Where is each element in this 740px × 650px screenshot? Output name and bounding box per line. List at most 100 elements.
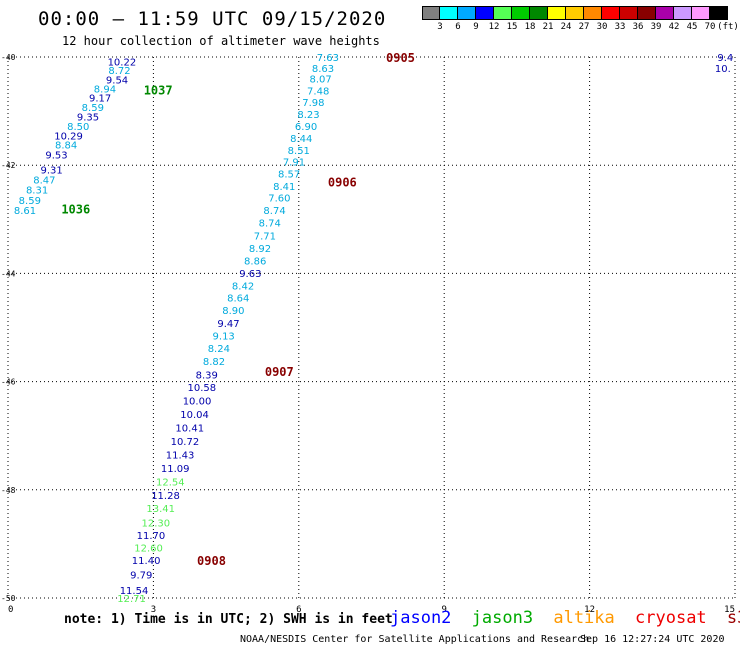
- wave-height-value: 9.63: [239, 269, 261, 280]
- legend-jason2: jason2: [390, 608, 452, 628]
- x-tick-label: 6: [296, 605, 301, 615]
- wave-height-value: 9.54: [106, 76, 128, 87]
- colorbar-swatch: [584, 6, 602, 20]
- wave-height-value: 8.51: [288, 146, 310, 157]
- colorbar-label: 6: [455, 22, 461, 32]
- colorbar-swatch: [620, 6, 638, 20]
- x-tick-label: 12: [584, 605, 595, 615]
- x-tick-label: 3: [151, 605, 156, 615]
- chart-subtitle: 12 hour collection of altimeter wave hei…: [62, 34, 380, 48]
- wave-height-value: 8.59: [19, 196, 41, 207]
- wave-height-value: 8.94: [94, 84, 116, 95]
- pass-time-label: 0906: [328, 175, 357, 189]
- pass-time-label: 1036: [61, 202, 90, 216]
- footer-note: note: 1) Time is in UTC; 2) SWH is in fe…: [64, 612, 393, 627]
- legend-s3a: s3a: [726, 608, 740, 628]
- x-tick-label: 9: [441, 605, 446, 615]
- wave-height-value: 11.09: [161, 464, 190, 475]
- wave-height-value: 8.61: [14, 206, 36, 217]
- wave-height-value: 8.42: [232, 281, 254, 292]
- credit-text: NOAA/NESDIS Center for Satellite Applica…: [240, 634, 590, 645]
- wave-height-value: 7.63: [317, 53, 339, 64]
- wave-height-value: 8.72: [108, 66, 130, 77]
- satellite-legend: jason2 jason3 altika cryosat s3a: [390, 608, 740, 628]
- colorbar-swatch: [494, 6, 512, 20]
- wave-height-value: 9.47: [217, 319, 239, 330]
- wave-height-value: 7.71: [254, 232, 276, 243]
- chart-title: 00:00 – 11:59 UTC 09/15/2020: [38, 8, 387, 30]
- colorbar-label: 12: [488, 22, 500, 32]
- colorbar-label: 27: [578, 22, 590, 32]
- colorbar-swatch: [512, 6, 530, 20]
- wave-height-value: 7.98: [302, 98, 324, 109]
- x-tick-label: 15: [724, 605, 735, 615]
- y-tick-label: -44: [1, 269, 16, 278]
- wave-height-value: 8.39: [196, 371, 218, 382]
- colorbar-label: 30: [596, 22, 608, 32]
- wave-height-value: 9.4: [717, 53, 733, 64]
- pass-time-label: 0908: [197, 554, 226, 568]
- colorbar-label: (ft): [717, 22, 739, 32]
- wave-height-value: 10.04: [180, 410, 209, 421]
- wave-height-value: 8.57: [278, 169, 300, 180]
- wave-height-value: 12.71: [117, 594, 146, 605]
- colorbar-swatch: [530, 6, 548, 20]
- colorbar-label: 3: [437, 22, 443, 32]
- colorbar-label: 21: [542, 22, 554, 32]
- wave-height-value: 8.50: [67, 122, 89, 133]
- pass-time-label: 0907: [265, 365, 294, 379]
- wave-height-value: 8.92: [249, 244, 271, 255]
- colorbar-label: 70: [704, 22, 716, 32]
- wave-height-value: 8.23: [297, 110, 319, 121]
- wave-height-value: 10.72: [171, 437, 200, 448]
- pass-time-label: 0905: [386, 51, 415, 65]
- wave-height-value: 9.17: [89, 94, 111, 105]
- wave-height-value: 8.74: [259, 219, 281, 230]
- wave-height-value: 13.41: [146, 504, 175, 515]
- y-tick-label: -42: [1, 161, 16, 170]
- wave-height-value: 8.47: [33, 175, 55, 186]
- wave-height-value: 8.82: [203, 357, 225, 368]
- colorbar-label: 33: [614, 22, 626, 32]
- wave-height-value: 8.07: [309, 75, 331, 86]
- generated-timestamp: Sep 16 12:27:24 UTC 2020: [580, 634, 725, 645]
- x-tick-label: 0: [8, 605, 13, 615]
- colorbar-swatch: [602, 6, 620, 20]
- colorbar-swatch: [458, 6, 476, 20]
- wave-height-value: 8.84: [55, 141, 77, 152]
- colorbar-swatch: [638, 6, 656, 20]
- wave-height-value: 7.60: [268, 194, 290, 205]
- wave-height-value: 9.35: [77, 113, 99, 124]
- colorbar-swatch: [692, 6, 710, 20]
- wave-height-value: 8.41: [273, 182, 295, 193]
- legend-cryosat: cryosat: [635, 608, 707, 628]
- colorbar-swatch: [476, 6, 494, 20]
- wave-height-value: 12.54: [156, 478, 185, 489]
- colorbar-label: 36: [632, 22, 644, 32]
- wave-height-value: 8.31: [26, 186, 48, 197]
- wave-height-value: 11.40: [132, 556, 161, 567]
- wave-height-value: 9.13: [213, 332, 235, 343]
- wave-height-value: 11.70: [137, 531, 166, 542]
- colorbar-label: 9: [473, 22, 479, 32]
- wave-height-value: 9.79: [130, 571, 152, 582]
- colorbar-swatch: [674, 6, 692, 20]
- y-tick-label: -48: [1, 486, 16, 495]
- wave-height-value: 10.29: [54, 131, 83, 142]
- wave-height-value: 7.48: [307, 87, 329, 98]
- colorbar-swatch: [656, 6, 674, 20]
- wave-height-value: 10.58: [188, 383, 217, 394]
- wave-height-value: 10.00: [183, 397, 212, 408]
- wave-height-value: 11.54: [120, 586, 149, 597]
- wave-height-value: 8.44: [290, 134, 312, 145]
- colorbar-label: 45: [686, 22, 698, 32]
- wave-height-value: 12.30: [142, 518, 171, 529]
- wave-height-value: 7.91: [283, 157, 305, 168]
- colorbar-label: 24: [560, 22, 572, 32]
- wave-height-value: 8.64: [227, 294, 249, 305]
- colorbar-swatch: [566, 6, 584, 20]
- wave-height-value: 10.22: [108, 57, 137, 68]
- wave-height-value: 8.86: [244, 256, 266, 267]
- wave-height-value: 11.28: [151, 491, 180, 502]
